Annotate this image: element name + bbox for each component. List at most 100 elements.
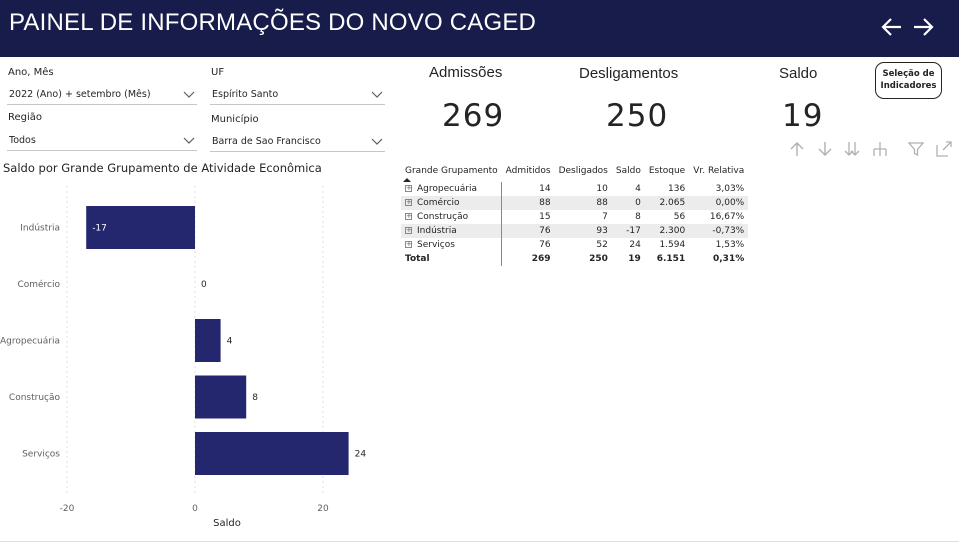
double-arrow-down-icon[interactable] — [843, 140, 861, 158]
table-cell: 15 — [501, 210, 555, 224]
municipio-value: Barra de Sao Francisco — [212, 136, 321, 147]
table-row[interactable]: + Comércio 88 88 0 2.065 0,00% — [401, 196, 749, 210]
table-cell: 250 — [554, 252, 612, 266]
expand-row-icon[interactable]: + — [405, 198, 412, 206]
table-cell: 6.151 — [644, 252, 690, 266]
arrow-up-icon[interactable] — [788, 140, 806, 158]
table-total-row: Total 269 250 19 6.151 0,31% — [401, 252, 749, 266]
table-row[interactable]: + Indústria 76 93 -17 2.300 -0,73% — [401, 224, 749, 238]
table-cell: 4 — [611, 182, 645, 196]
table-header[interactable]: Admitidos — [505, 166, 551, 176]
chevron-down-icon — [183, 91, 195, 98]
sort-indicator-icon[interactable] — [403, 178, 411, 182]
category-label: Construção — [9, 393, 61, 403]
table-header[interactable]: Desligados — [558, 166, 608, 176]
x-tick-label: -20 — [60, 504, 75, 514]
x-axis-label: Saldo — [213, 518, 241, 529]
table-cell: 19 — [611, 252, 645, 266]
expand-row-icon[interactable]: + — [405, 226, 412, 234]
regiao-value: Todos — [9, 135, 36, 146]
kpi-desligamentos-label: Desligamentos — [579, 65, 679, 82]
expand-row-icon[interactable]: + — [405, 184, 412, 192]
table-cell: 0 — [611, 196, 645, 210]
kpi-saldo-value: 19 — [782, 98, 824, 134]
page-title: PAINEL DE INFORMAÇÕES DO NOVO CAGED — [9, 9, 537, 36]
table-cell: 88 — [501, 196, 555, 210]
municipio-dropdown[interactable]: Barra de Sao Francisco — [210, 133, 385, 152]
table-cell: 76 — [501, 238, 555, 252]
table-cell: + Serviços — [401, 238, 503, 252]
category-label: Agropecuária — [0, 337, 60, 347]
data-label: 4 — [227, 337, 233, 347]
table-cell: -17 — [611, 224, 645, 238]
expand-row-icon[interactable]: + — [405, 240, 412, 248]
table-row[interactable]: + Construção 15 7 8 56 16,67% — [401, 210, 749, 224]
kpi-admissoes-label: Admissões — [429, 64, 503, 81]
arrow-down-icon[interactable] — [816, 140, 834, 158]
regiao-dropdown[interactable]: Todos — [7, 132, 197, 151]
table-cell: -0,73% — [689, 224, 749, 238]
data-label: -17 — [92, 224, 107, 234]
table-cell: 2.300 — [644, 224, 690, 238]
grupamento-table: Grande Grupamento Admitidos Desligados Sald… — [401, 164, 749, 266]
table-header[interactable]: Grande Grupamento — [405, 166, 498, 176]
table-cell: + Indústria — [401, 224, 503, 238]
table-cell: 93 — [554, 224, 612, 238]
table-row[interactable]: + Agropecuária 14 10 4 136 3,03% — [401, 182, 749, 196]
bar[interactable] — [195, 319, 221, 362]
expand-hierarchy-icon[interactable] — [871, 140, 889, 158]
ano-mes-dropdown[interactable]: 2022 (Ano) + setembro (Mês) — [7, 86, 197, 105]
table-cell: 76 — [501, 224, 555, 238]
uf-dropdown[interactable]: Espírito Santo — [210, 86, 385, 105]
table-cell: 52 — [554, 238, 612, 252]
table-cell: 24 — [611, 238, 645, 252]
table-cell: 0,31% — [689, 252, 749, 266]
uf-value: Espírito Santo — [212, 89, 279, 100]
table-cell: + Agropecuária — [401, 182, 503, 196]
ano-mes-value: 2022 (Ano) + setembro (Mês) — [9, 89, 151, 100]
chart-title: Saldo por Grande Grupamento de Atividade… — [3, 161, 322, 175]
bar[interactable] — [195, 375, 247, 419]
table-cell: 8 — [611, 210, 645, 224]
arrow-left-icon[interactable] — [879, 14, 905, 40]
table-cell: 0,00% — [689, 196, 749, 210]
table-header[interactable]: Vr. Relativa — [693, 166, 745, 176]
table-header[interactable]: Estoque — [648, 166, 686, 176]
table-cell: 88 — [554, 196, 612, 210]
table-row[interactable]: + Serviços 76 52 24 1.594 1,53% — [401, 238, 749, 252]
chevron-down-icon — [371, 138, 383, 145]
chevron-down-icon — [371, 91, 383, 98]
table-cell: 16,67% — [689, 210, 749, 224]
table-cell: + Comércio — [401, 196, 503, 210]
table-cell: 1,53% — [689, 238, 749, 252]
page-divider — [0, 541, 959, 542]
filter-label-regiao: Região — [8, 112, 43, 123]
bar[interactable] — [195, 432, 349, 475]
kpi-admissoes-value: 269 — [442, 98, 505, 134]
data-label: 24 — [355, 450, 367, 460]
x-tick-label: 0 — [192, 504, 198, 514]
bar[interactable] — [86, 206, 195, 249]
filter-label-ano-mes: Ano, Mês — [8, 67, 54, 78]
table-cell: + Construção — [401, 210, 503, 224]
filter-label-uf: UF — [211, 67, 225, 78]
x-tick-label: 20 — [317, 504, 329, 514]
kpi-desligamentos-value: 250 — [606, 98, 669, 134]
selecao-line2: Indicadores — [880, 81, 937, 91]
table-header[interactable]: Saldo — [615, 166, 641, 176]
filter-icon[interactable] — [907, 140, 925, 158]
selecao-indicadores-button[interactable]: Seleção de Indicadores — [875, 62, 942, 99]
focus-mode-icon[interactable] — [935, 140, 953, 158]
category-label: Comércio — [17, 279, 60, 290]
table-cell: 3,03% — [689, 182, 749, 196]
table-cell: Total — [401, 252, 503, 266]
table-cell: 7 — [554, 210, 612, 224]
table-cell: 10 — [554, 182, 612, 196]
arrow-right-icon[interactable] — [910, 14, 936, 40]
table-cell: 56 — [644, 210, 690, 224]
expand-row-icon[interactable]: + — [405, 212, 412, 220]
filter-label-municipio: Município — [211, 114, 259, 125]
saldo-bar-chart: Indústria -17 Comércio 0 Agropecuária 4 Constr… — [0, 186, 367, 529]
table-cell: 269 — [501, 252, 555, 266]
table-cell: 1.594 — [644, 238, 690, 252]
